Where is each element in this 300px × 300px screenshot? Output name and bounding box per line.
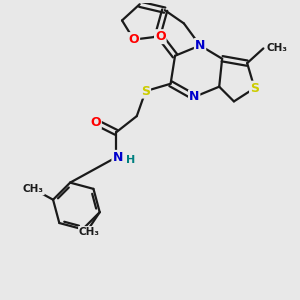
Text: N: N xyxy=(195,39,205,52)
Text: N: N xyxy=(189,91,200,103)
Text: CH₃: CH₃ xyxy=(79,227,100,237)
Text: O: O xyxy=(128,33,139,46)
Text: CH₃: CH₃ xyxy=(267,44,288,53)
Text: N: N xyxy=(112,151,123,164)
Text: O: O xyxy=(90,116,101,128)
Text: CH₃: CH₃ xyxy=(23,184,44,194)
Text: S: S xyxy=(250,82,259,95)
Text: H: H xyxy=(126,155,136,165)
Text: O: O xyxy=(155,30,166,43)
Text: S: S xyxy=(141,85,150,98)
